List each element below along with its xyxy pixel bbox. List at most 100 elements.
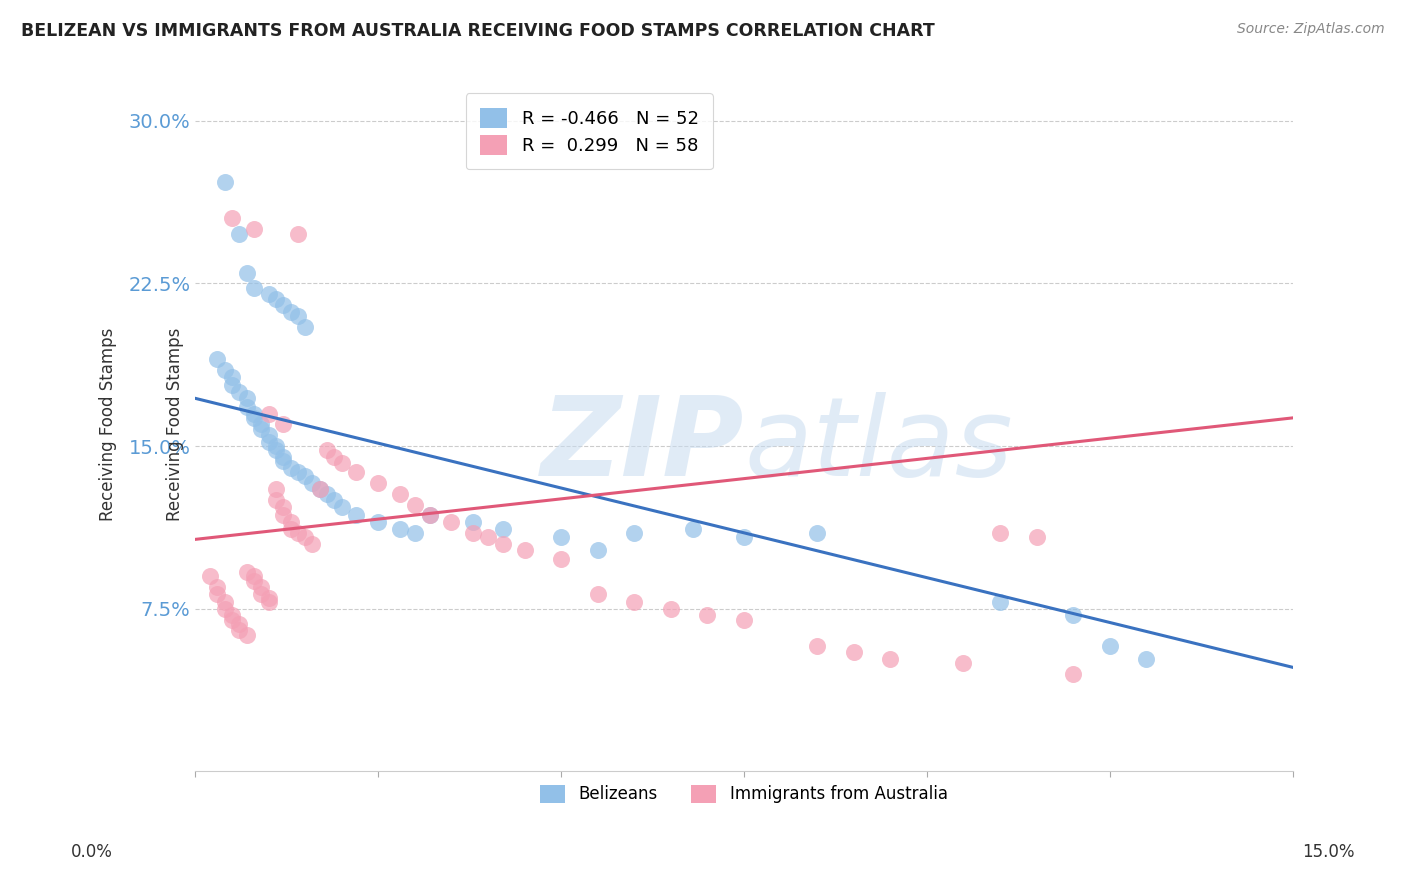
Point <box>257 595 280 609</box>
Point <box>198 569 221 583</box>
Point <box>301 475 323 490</box>
Point <box>264 493 287 508</box>
Point <box>418 508 440 523</box>
Point <box>806 525 828 540</box>
Point <box>367 515 389 529</box>
Point <box>463 515 485 529</box>
Point <box>287 227 309 241</box>
Point <box>367 475 389 490</box>
Point <box>294 469 316 483</box>
Point <box>463 525 485 540</box>
Point <box>404 525 426 540</box>
Point <box>1062 666 1084 681</box>
Point <box>308 483 330 497</box>
Point <box>214 601 236 615</box>
Point <box>988 595 1011 609</box>
Point <box>806 639 828 653</box>
Point <box>243 411 266 425</box>
Point <box>271 500 294 514</box>
Point <box>257 591 280 605</box>
Point <box>243 222 266 236</box>
Point <box>404 498 426 512</box>
Point <box>264 483 287 497</box>
Y-axis label: Receiving Food Stamps: Receiving Food Stamps <box>166 327 184 521</box>
Point <box>550 530 572 544</box>
Point <box>214 175 236 189</box>
Point <box>1025 530 1047 544</box>
Point <box>221 608 243 623</box>
Point <box>264 443 287 458</box>
Text: BELIZEAN VS IMMIGRANTS FROM AUSTRALIA RECEIVING FOOD STAMPS CORRELATION CHART: BELIZEAN VS IMMIGRANTS FROM AUSTRALIA RE… <box>21 22 935 40</box>
Point <box>235 266 257 280</box>
Point <box>221 613 243 627</box>
Point <box>308 483 330 497</box>
Text: atlas: atlas <box>744 392 1012 499</box>
Point <box>221 378 243 392</box>
Point <box>287 309 309 323</box>
Point <box>250 422 273 436</box>
Point <box>287 525 309 540</box>
Point <box>271 508 294 523</box>
Point <box>271 417 294 432</box>
Point <box>323 450 346 464</box>
Point <box>257 407 280 421</box>
Point <box>250 417 273 432</box>
Point <box>280 304 302 318</box>
Point <box>287 465 309 479</box>
Point <box>389 521 412 535</box>
Point <box>207 352 229 367</box>
Point <box>257 428 280 442</box>
Point <box>294 319 316 334</box>
Point <box>243 574 266 588</box>
Point <box>1062 608 1084 623</box>
Text: 15.0%: 15.0% <box>1302 843 1355 861</box>
Point <box>207 580 229 594</box>
Point <box>1098 639 1121 653</box>
Point <box>207 586 229 600</box>
Point <box>988 525 1011 540</box>
Text: ZIP: ZIP <box>540 392 744 499</box>
Point <box>513 543 536 558</box>
Point <box>316 443 339 458</box>
Point <box>733 613 755 627</box>
Point <box>952 656 974 670</box>
Point <box>477 530 499 544</box>
Point <box>550 552 572 566</box>
Point <box>264 439 287 453</box>
Point <box>221 369 243 384</box>
Point <box>235 392 257 406</box>
Point <box>280 515 302 529</box>
Point <box>842 645 865 659</box>
Point <box>228 227 250 241</box>
Point <box>586 543 609 558</box>
Point <box>280 460 302 475</box>
Point <box>294 530 316 544</box>
Point <box>228 624 250 638</box>
Text: Source: ZipAtlas.com: Source: ZipAtlas.com <box>1237 22 1385 37</box>
Point <box>243 407 266 421</box>
Point <box>235 628 257 642</box>
Point <box>280 521 302 535</box>
Text: 0.0%: 0.0% <box>70 843 112 861</box>
Point <box>1135 651 1157 665</box>
Point <box>235 400 257 414</box>
Point <box>659 601 682 615</box>
Y-axis label: Receiving Food Stamps: Receiving Food Stamps <box>100 327 117 521</box>
Point <box>243 569 266 583</box>
Point <box>418 508 440 523</box>
Point <box>696 608 718 623</box>
Point <box>682 521 704 535</box>
Point <box>214 363 236 377</box>
Point <box>250 586 273 600</box>
Point <box>264 292 287 306</box>
Point <box>623 525 645 540</box>
Point <box>271 298 294 312</box>
Point <box>733 530 755 544</box>
Point <box>257 434 280 449</box>
Point <box>228 616 250 631</box>
Point <box>389 487 412 501</box>
Point <box>440 515 463 529</box>
Point <box>235 565 257 579</box>
Point <box>344 508 367 523</box>
Point <box>221 211 243 226</box>
